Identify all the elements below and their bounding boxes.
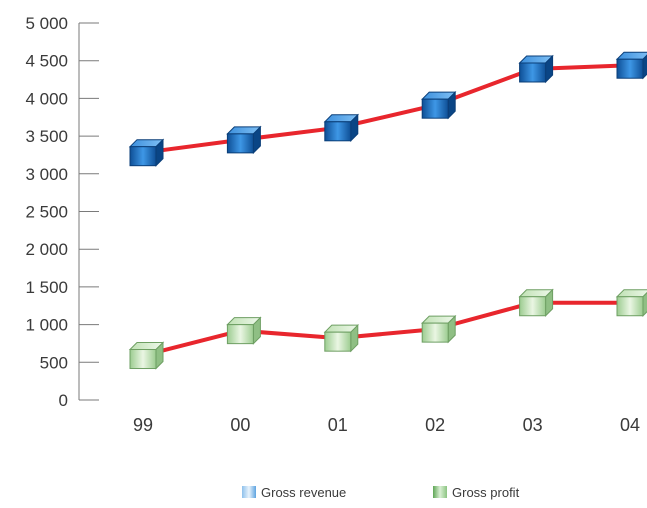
legend-label-gross-profit: Gross profit: [452, 485, 520, 500]
legend-item-gross-profit: Gross profit: [433, 485, 520, 500]
data-point-gross-revenue: [615, 51, 647, 80]
y-tick-label: 3 000: [25, 165, 68, 184]
data-point-gross-profit: [226, 316, 262, 345]
y-tick-label: 500: [40, 353, 68, 372]
data-point-gross-revenue: [420, 90, 457, 120]
y-tick-label: 0: [59, 391, 68, 410]
x-tick-label: 99: [133, 415, 153, 435]
x-tick-label: 01: [328, 415, 348, 435]
data-point-gross-revenue: [226, 125, 262, 155]
x-tick-label: 00: [230, 415, 250, 435]
y-tick-label: 1 500: [25, 278, 68, 297]
y-tick-label: 5 000: [25, 14, 68, 33]
data-point-gross-revenue: [518, 54, 554, 84]
data-point-gross-revenue: [323, 113, 360, 143]
legend-label-gross-revenue: Gross revenue: [261, 485, 346, 500]
y-tick-label: 4 000: [25, 89, 68, 108]
series-lines: [141, 63, 632, 358]
data-point-gross-profit: [420, 314, 457, 344]
series-line-gross-revenue: [141, 63, 632, 155]
y-tick-label: 2 000: [25, 240, 68, 259]
y-tick-label: 1 000: [25, 316, 68, 335]
y-axis: 0 500 1 000 1 500 2 000 2 500 3 000 3 500 4 000 4…: [25, 14, 99, 410]
data-point-gross-profit: [518, 288, 554, 317]
x-tick-label: 04: [620, 415, 640, 435]
series-line-gross-profit: [141, 300, 632, 358]
y-tick-label: 4 500: [25, 52, 68, 71]
x-tick-label: 02: [425, 415, 445, 435]
legend-swatch-gross-profit: [433, 486, 447, 498]
data-point-gross-profit: [128, 341, 165, 370]
series-markers: [128, 51, 647, 370]
x-tick-label: 03: [523, 415, 543, 435]
legend-swatch-gross-revenue: [242, 486, 256, 498]
y-tick-label: 2 500: [25, 203, 68, 222]
y-tick-label: 3 500: [25, 127, 68, 146]
legend: Gross revenue Gross profit: [242, 485, 520, 500]
legend-item-gross-revenue: Gross revenue: [242, 485, 346, 500]
data-point-gross-revenue: [128, 138, 165, 167]
data-point-gross-profit: [615, 289, 647, 317]
data-point-gross-profit: [323, 323, 360, 353]
x-axis: 99 00 01 02 03 04: [133, 415, 640, 435]
